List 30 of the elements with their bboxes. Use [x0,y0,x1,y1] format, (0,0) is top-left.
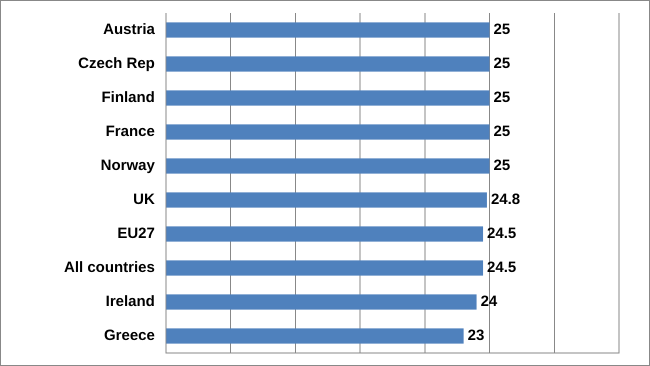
y-tick-label: UK [133,191,156,208]
y-tick-label: Austria [103,21,156,38]
bar [166,192,487,208]
data-label: 24 [480,293,498,310]
data-label: 23 [468,327,484,344]
bar [166,294,477,310]
bar [166,158,490,174]
bar [166,56,490,72]
y-tick-label: Finland [102,89,155,106]
data-label: 24.5 [487,225,516,242]
y-tick-label: EU27 [117,225,155,242]
bar [166,226,484,242]
data-label: 25 [494,21,510,38]
y-tick-label: Ireland [106,293,155,310]
bar [166,90,490,106]
data-label: 25 [494,55,510,72]
data-label: 25 [494,157,510,174]
y-tick-label: Czech Rep [78,55,155,72]
bar [166,22,490,38]
y-tick-label: Norway [100,157,156,174]
data-label: 24.5 [487,259,516,276]
y-tick-label: France [106,123,155,140]
data-label: 25 [494,89,510,106]
bar [166,328,464,344]
y-tick-label: Greece [104,327,155,344]
bar [166,260,484,276]
bar [166,124,490,140]
data-label: 24.8 [490,191,520,208]
data-label: 25 [494,123,510,140]
y-tick-label: All countries [64,259,155,276]
